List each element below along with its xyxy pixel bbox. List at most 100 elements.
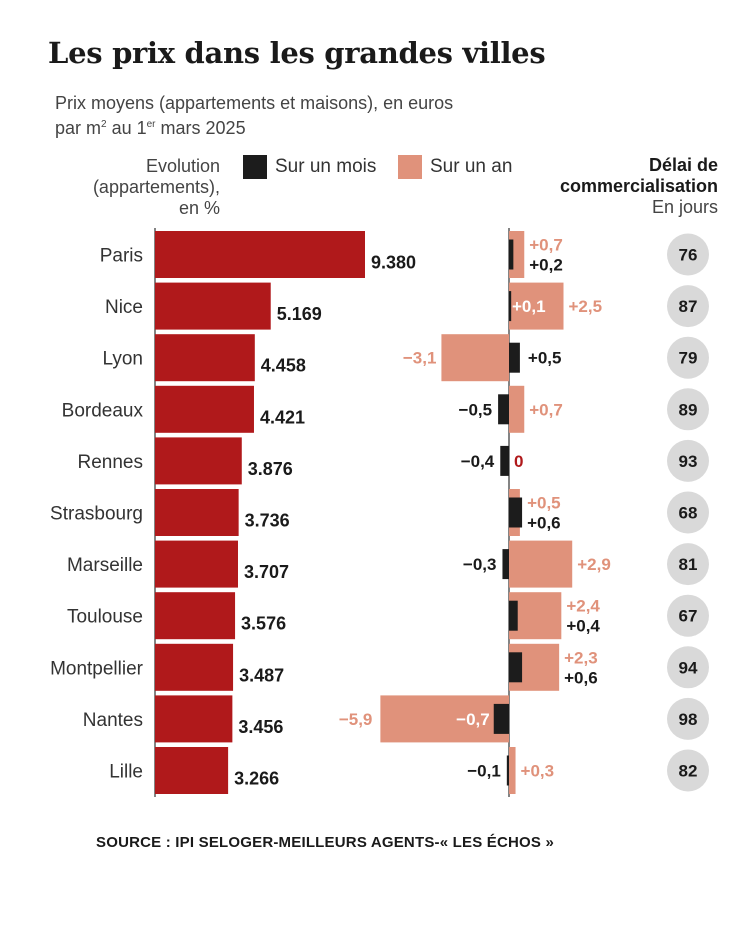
year-label-rennes: 0 bbox=[514, 452, 523, 471]
delay-label-marseille: 81 bbox=[679, 555, 698, 574]
year-label-nice: +2,5 bbox=[569, 297, 603, 316]
subtitle-line-1: Prix moyens (appartements et maisons), e… bbox=[55, 93, 454, 113]
month-bar-lille bbox=[506, 755, 509, 786]
delay-circle-lyon bbox=[667, 336, 709, 379]
legend-month-swatch bbox=[243, 155, 267, 179]
city-label-marseille: Marseille bbox=[67, 555, 143, 576]
delay-circle-bordeaux bbox=[667, 388, 709, 431]
month-bar-paris bbox=[509, 239, 514, 270]
price-label-marseille: 3.707 bbox=[244, 562, 289, 582]
price-label-paris: 9.380 bbox=[371, 253, 416, 273]
year-label-toulouse: +2,4 bbox=[566, 597, 600, 616]
year-label-montpellier: +2,3 bbox=[564, 648, 598, 667]
price-label-nice: 5.169 bbox=[277, 304, 322, 324]
delay-label-strasbourg: 68 bbox=[679, 504, 698, 523]
month-label-lyon: +0,5 bbox=[528, 349, 562, 368]
legend-year-swatch bbox=[398, 155, 422, 179]
price-label-montpellier: 3.487 bbox=[239, 665, 284, 685]
delay-label-toulouse: 67 bbox=[679, 607, 698, 626]
month-label-nice: +0,1 bbox=[512, 297, 546, 316]
year-label-nantes: −5,9 bbox=[339, 710, 373, 729]
month-bar-lyon bbox=[509, 342, 520, 373]
delay-circle-strasbourg bbox=[667, 491, 709, 534]
price-bar-rennes bbox=[155, 437, 242, 485]
delay-label-lyon: 79 bbox=[679, 349, 698, 368]
month-bar-montpellier bbox=[509, 652, 523, 683]
price-label-lyon: 4.458 bbox=[261, 356, 306, 376]
month-label-rennes: −0,4 bbox=[461, 452, 495, 471]
city-label-rennes: Rennes bbox=[78, 452, 144, 473]
month-label-toulouse: +0,4 bbox=[566, 617, 600, 636]
price-bar-toulouse bbox=[155, 592, 236, 640]
month-bar-nantes bbox=[493, 703, 509, 734]
year-bar-lyon bbox=[441, 334, 509, 382]
city-label-montpellier: Montpellier bbox=[50, 658, 144, 679]
month-label-marseille: −0,3 bbox=[463, 555, 497, 574]
year-label-lyon: −3,1 bbox=[403, 349, 437, 368]
month-bar-nice bbox=[509, 291, 512, 322]
delay-label-paris: 76 bbox=[679, 246, 698, 265]
subtitle-line-2: par m2 au 1er mars 2025 bbox=[55, 118, 246, 138]
delay-header: Délai de commercialisation En jours bbox=[559, 155, 718, 217]
price-bar-montpellier bbox=[155, 643, 234, 691]
legend-year-label: Sur un an bbox=[430, 156, 513, 177]
price-bar-lille bbox=[155, 747, 229, 794]
delay-circle-lille bbox=[667, 749, 709, 792]
month-bar-bordeaux bbox=[498, 394, 509, 425]
price-bar-lyon bbox=[155, 334, 255, 382]
price-bar-marseille bbox=[155, 540, 238, 588]
delay-label-rennes: 93 bbox=[679, 452, 698, 471]
year-bar-nantes bbox=[380, 695, 509, 743]
price-label-toulouse: 3.576 bbox=[241, 614, 286, 634]
month-label-lille: −0,1 bbox=[467, 762, 501, 781]
price-bar-strasbourg bbox=[155, 489, 239, 536]
price-bar-nice bbox=[155, 282, 271, 330]
delay-circle-toulouse bbox=[667, 594, 709, 637]
month-bar-marseille bbox=[502, 549, 509, 580]
price-bar-paris bbox=[155, 231, 365, 278]
year-label-marseille: +2,9 bbox=[577, 555, 611, 574]
city-label-nantes: Nantes bbox=[83, 710, 143, 731]
delay-label-nice: 87 bbox=[679, 297, 698, 316]
price-label-nantes: 3.456 bbox=[238, 717, 283, 737]
city-label-toulouse: Toulouse bbox=[67, 607, 143, 628]
delay-label-montpellier: 94 bbox=[679, 658, 698, 677]
delay-circle-nice bbox=[667, 285, 709, 328]
delay-circle-paris bbox=[667, 233, 709, 276]
month-bar-strasbourg bbox=[509, 497, 523, 528]
evolution-label: Evolution (appartements), en % bbox=[92, 156, 220, 218]
year-bar-lille bbox=[509, 747, 516, 794]
price-label-bordeaux: 4.421 bbox=[260, 407, 305, 427]
source-note: SOURCE : IPI SELOGER-MEILLEURS AGENTS-« … bbox=[96, 834, 555, 851]
delay-label-nantes: 98 bbox=[679, 710, 698, 729]
legend-year: Sur un an bbox=[398, 155, 512, 179]
delay-label-lille: 82 bbox=[679, 762, 698, 781]
delay-circle-montpellier bbox=[667, 646, 709, 689]
price-label-strasbourg: 3.736 bbox=[245, 511, 290, 531]
legend-month: Sur un mois bbox=[243, 155, 376, 179]
city-label-paris: Paris bbox=[100, 246, 143, 267]
month-label-nantes: −0,7 bbox=[456, 710, 490, 729]
month-label-paris: +0,2 bbox=[529, 256, 563, 275]
month-bar-toulouse bbox=[509, 600, 518, 631]
chart-subtitle: Prix moyens (appartements et maisons), e… bbox=[55, 92, 453, 139]
price-label-rennes: 3.876 bbox=[248, 459, 293, 479]
year-label-paris: +0,7 bbox=[529, 236, 563, 255]
city-label-lille: Lille bbox=[109, 762, 143, 783]
legend-month-label: Sur un mois bbox=[275, 156, 377, 177]
city-label-bordeaux: Bordeaux bbox=[62, 400, 144, 421]
city-label-nice: Nice bbox=[105, 297, 143, 318]
year-bar-bordeaux bbox=[509, 385, 525, 433]
price-label-lille: 3.266 bbox=[234, 769, 279, 789]
delay-circle-nantes bbox=[667, 697, 709, 740]
chart-title: Les prix dans les grandes villes bbox=[48, 36, 546, 70]
city-label-strasbourg: Strasbourg bbox=[50, 504, 143, 525]
month-bar-rennes bbox=[500, 445, 509, 476]
month-label-bordeaux: −0,5 bbox=[459, 400, 493, 419]
price-bar-bordeaux bbox=[155, 385, 254, 433]
year-label-lille: +0,3 bbox=[521, 762, 555, 781]
price-bar-nantes bbox=[155, 695, 233, 743]
delay-circle-rennes bbox=[667, 439, 709, 482]
delay-circle-marseille bbox=[667, 543, 709, 586]
